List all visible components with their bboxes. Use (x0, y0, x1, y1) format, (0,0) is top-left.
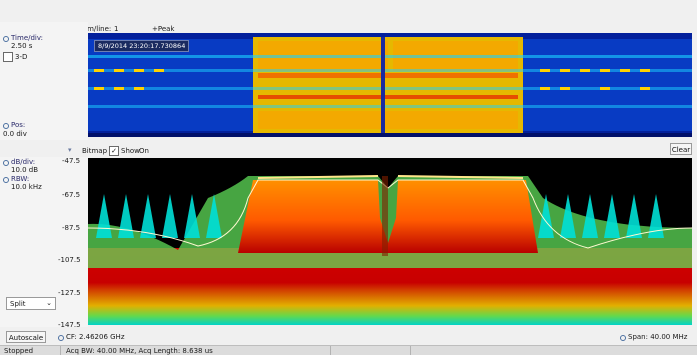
status-separator (410, 346, 411, 355)
y-tick: -67.5 (62, 191, 81, 199)
bitmap-label: Bitmap (82, 147, 108, 155)
rbw-value[interactable]: 10.0 kHz (11, 183, 42, 191)
on-label: On (139, 147, 149, 155)
time-div-label: Time/div: (11, 34, 43, 42)
y-tick: -87.5 (62, 224, 81, 232)
status-separator (330, 346, 331, 355)
view-select-value: Split (10, 300, 26, 308)
autoscale-button[interactable]: Autoscale (6, 331, 46, 343)
db-div-label: dB/div: (11, 158, 36, 166)
expand-icon[interactable] (3, 123, 9, 129)
show-checkbox[interactable]: ✓ (109, 146, 119, 156)
expand-icon[interactable] (3, 160, 9, 166)
pos-value[interactable]: 0.0 div (3, 130, 27, 138)
y-tick: -107.5 (58, 256, 81, 264)
show-label: Show (121, 147, 140, 155)
status-separator (60, 346, 61, 355)
clear-button[interactable]: Clear (670, 143, 692, 155)
cf-label[interactable]: CF: 2.46206 GHz (66, 333, 125, 341)
waterfall-graphic (88, 33, 692, 137)
waterfall-settings-panel (0, 22, 88, 140)
expand-icon[interactable] (58, 335, 64, 341)
status-acq: Acq BW: 40.00 MHz, Acq Length: 8.638 us (66, 347, 213, 355)
span-label[interactable]: Span: 40.00 MHz (628, 333, 688, 341)
spectrum-bitmap-graphic (88, 158, 692, 325)
status-state: Stopped (4, 347, 34, 355)
waterfall-timestamp: 8/9/2014 23:20:17.730864 (94, 40, 190, 52)
three-d-label: 3-D (15, 53, 28, 61)
rbw-label: RBW: (11, 175, 30, 183)
peak-label[interactable]: +Peak (152, 25, 175, 33)
chevron-down-icon: ⌄ (46, 299, 52, 307)
status-bar: Stopped Acq BW: 40.00 MHz, Acq Length: 8… (0, 345, 697, 355)
time-div-value[interactable]: 2.50 s (11, 42, 33, 50)
spectrum-bitmap-display[interactable] (88, 158, 692, 325)
spectrum-line-value[interactable]: 1 (114, 25, 119, 33)
collapse-icon[interactable]: ▾ (68, 146, 72, 154)
y-tick: -127.5 (58, 289, 81, 297)
waterfall-display[interactable] (88, 33, 692, 137)
expand-icon[interactable] (3, 36, 9, 42)
expand-icon[interactable] (3, 177, 9, 183)
y-tick: -47.5 (62, 157, 81, 165)
view-select[interactable]: Split ⌄ (6, 297, 56, 310)
pos-label: Pos: (11, 121, 26, 129)
expand-icon[interactable] (620, 335, 626, 341)
db-div-value[interactable]: 10.0 dB (11, 166, 39, 174)
three-d-checkbox[interactable] (3, 52, 13, 62)
y-tick: -147.5 (58, 321, 81, 329)
